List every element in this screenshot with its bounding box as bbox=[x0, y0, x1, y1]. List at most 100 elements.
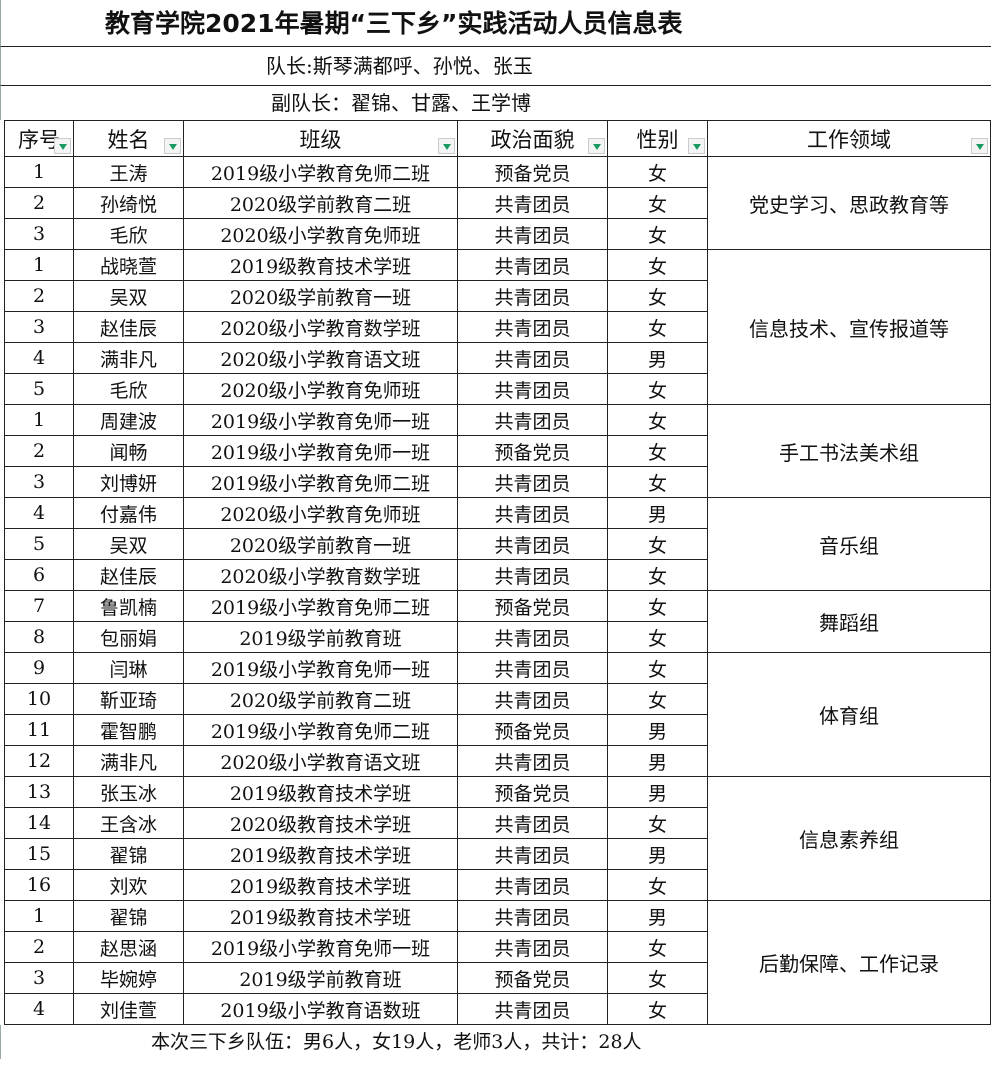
index-cell[interactable]: 1 bbox=[4, 900, 74, 932]
index-cell[interactable]: 13 bbox=[4, 776, 74, 808]
name-cell[interactable]: 闻畅 bbox=[73, 435, 184, 467]
name-cell[interactable]: 翟锦 bbox=[73, 900, 184, 932]
index-cell[interactable]: 3 bbox=[4, 466, 74, 498]
gender-cell[interactable]: 女 bbox=[607, 993, 708, 1025]
col-header-name[interactable]: 姓名 bbox=[73, 120, 184, 157]
name-cell[interactable]: 满非凡 bbox=[73, 342, 184, 374]
political-status-cell[interactable]: 预备党员 bbox=[457, 156, 608, 188]
index-cell[interactable]: 5 bbox=[4, 528, 74, 560]
gender-cell[interactable]: 男 bbox=[607, 342, 708, 374]
index-cell[interactable]: 1 bbox=[4, 249, 74, 281]
gender-cell[interactable]: 女 bbox=[607, 683, 708, 715]
name-cell[interactable]: 包丽娟 bbox=[73, 621, 184, 653]
work-area-cell[interactable]: 党史学习、思政教育等 bbox=[707, 156, 991, 250]
name-cell[interactable]: 王涛 bbox=[73, 156, 184, 188]
gender-cell[interactable]: 男 bbox=[607, 838, 708, 870]
gender-cell[interactable]: 女 bbox=[607, 218, 708, 250]
col-header-class[interactable]: 班级 bbox=[183, 120, 458, 157]
name-cell[interactable]: 毕婉婷 bbox=[73, 962, 184, 994]
sheet-title[interactable]: 教育学院2021年暑期“三下乡”实践活动人员信息表 bbox=[0, 0, 991, 47]
political-status-cell[interactable]: 共青团员 bbox=[457, 838, 608, 870]
name-cell[interactable]: 付嘉伟 bbox=[73, 497, 184, 529]
political-status-cell[interactable]: 共青团员 bbox=[457, 807, 608, 839]
political-status-cell[interactable]: 共青团员 bbox=[457, 869, 608, 901]
political-status-cell[interactable]: 共青团员 bbox=[457, 187, 608, 219]
gender-cell[interactable]: 女 bbox=[607, 435, 708, 467]
index-cell[interactable]: 3 bbox=[4, 218, 74, 250]
political-status-cell[interactable]: 共青团员 bbox=[457, 745, 608, 777]
political-status-cell[interactable]: 共青团员 bbox=[457, 311, 608, 343]
class-cell[interactable]: 2019级小学教育免师一班 bbox=[183, 404, 458, 436]
gender-cell[interactable]: 男 bbox=[607, 745, 708, 777]
class-cell[interactable]: 2020级小学教育数学班 bbox=[183, 311, 458, 343]
index-cell[interactable]: 16 bbox=[4, 869, 74, 901]
political-status-cell[interactable]: 共青团员 bbox=[457, 280, 608, 312]
class-cell[interactable]: 2019级小学教育免师二班 bbox=[183, 714, 458, 746]
work-area-cell[interactable]: 信息技术、宣传报道等 bbox=[707, 249, 991, 405]
work-area-cell[interactable]: 手工书法美术组 bbox=[707, 404, 991, 498]
index-cell[interactable]: 2 bbox=[4, 280, 74, 312]
gender-cell[interactable]: 女 bbox=[607, 807, 708, 839]
col-header-gender[interactable]: 性别 bbox=[607, 120, 708, 157]
name-cell[interactable]: 鲁凯楠 bbox=[73, 590, 184, 622]
gender-cell[interactable]: 女 bbox=[607, 869, 708, 901]
gender-cell[interactable]: 男 bbox=[607, 776, 708, 808]
political-status-cell[interactable]: 共青团员 bbox=[457, 218, 608, 250]
name-cell[interactable]: 吴双 bbox=[73, 280, 184, 312]
index-cell[interactable]: 6 bbox=[4, 559, 74, 591]
class-cell[interactable]: 2020级小学教育语文班 bbox=[183, 342, 458, 374]
index-cell[interactable]: 3 bbox=[4, 962, 74, 994]
class-cell[interactable]: 2020级教育技术学班 bbox=[183, 807, 458, 839]
class-cell[interactable]: 2019级小学教育免师一班 bbox=[183, 435, 458, 467]
name-cell[interactable]: 霍智鹏 bbox=[73, 714, 184, 746]
gender-cell[interactable]: 女 bbox=[607, 311, 708, 343]
name-cell[interactable]: 吴双 bbox=[73, 528, 184, 560]
class-cell[interactable]: 2019级教育技术学班 bbox=[183, 249, 458, 281]
dropdown-filter-icon[interactable] bbox=[971, 138, 988, 154]
vice-leader-line[interactable]: 副队长：翟锦、甘露、王学博 bbox=[0, 86, 991, 120]
gender-cell[interactable]: 女 bbox=[607, 621, 708, 653]
class-cell[interactable]: 2019级教育技术学班 bbox=[183, 776, 458, 808]
political-status-cell[interactable]: 共青团员 bbox=[457, 249, 608, 281]
name-cell[interactable]: 赵思涵 bbox=[73, 931, 184, 963]
name-cell[interactable]: 王含冰 bbox=[73, 807, 184, 839]
class-cell[interactable]: 2020级小学教育免师班 bbox=[183, 218, 458, 250]
gender-cell[interactable]: 女 bbox=[607, 466, 708, 498]
index-cell[interactable]: 4 bbox=[4, 342, 74, 374]
index-cell[interactable]: 3 bbox=[4, 311, 74, 343]
class-cell[interactable]: 2019级教育技术学班 bbox=[183, 869, 458, 901]
class-cell[interactable]: 2020级学前教育一班 bbox=[183, 528, 458, 560]
name-cell[interactable]: 毛欣 bbox=[73, 373, 184, 405]
gender-cell[interactable]: 女 bbox=[607, 528, 708, 560]
class-cell[interactable]: 2020级学前教育二班 bbox=[183, 187, 458, 219]
name-cell[interactable]: 孙绮悦 bbox=[73, 187, 184, 219]
political-status-cell[interactable]: 预备党员 bbox=[457, 776, 608, 808]
dropdown-filter-icon[interactable] bbox=[688, 138, 705, 154]
gender-cell[interactable]: 女 bbox=[607, 280, 708, 312]
work-area-cell[interactable]: 音乐组 bbox=[707, 497, 991, 591]
index-cell[interactable]: 12 bbox=[4, 745, 74, 777]
gender-cell[interactable]: 女 bbox=[607, 156, 708, 188]
class-cell[interactable]: 2020级小学教育免师班 bbox=[183, 497, 458, 529]
index-cell[interactable]: 11 bbox=[4, 714, 74, 746]
political-status-cell[interactable]: 预备党员 bbox=[457, 714, 608, 746]
index-cell[interactable]: 9 bbox=[4, 652, 74, 684]
gender-cell[interactable]: 男 bbox=[607, 900, 708, 932]
name-cell[interactable]: 靳亚琦 bbox=[73, 683, 184, 715]
gender-cell[interactable]: 女 bbox=[607, 249, 708, 281]
index-cell[interactable]: 4 bbox=[4, 993, 74, 1025]
class-cell[interactable]: 2019级教育技术学班 bbox=[183, 838, 458, 870]
political-status-cell[interactable]: 共青团员 bbox=[457, 497, 608, 529]
index-cell[interactable]: 10 bbox=[4, 683, 74, 715]
class-cell[interactable]: 2020级小学教育数学班 bbox=[183, 559, 458, 591]
class-cell[interactable]: 2019级学前教育班 bbox=[183, 621, 458, 653]
class-cell[interactable]: 2019级小学教育免师二班 bbox=[183, 590, 458, 622]
leader-line[interactable]: 队长:斯琴满都呼、孙悦、张玉 bbox=[0, 47, 991, 86]
index-cell[interactable]: 15 bbox=[4, 838, 74, 870]
political-status-cell[interactable]: 共青团员 bbox=[457, 683, 608, 715]
political-status-cell[interactable]: 共青团员 bbox=[457, 931, 608, 963]
political-status-cell[interactable]: 共青团员 bbox=[457, 652, 608, 684]
index-cell[interactable]: 14 bbox=[4, 807, 74, 839]
dropdown-filter-icon[interactable] bbox=[164, 138, 181, 154]
gender-cell[interactable]: 女 bbox=[607, 559, 708, 591]
